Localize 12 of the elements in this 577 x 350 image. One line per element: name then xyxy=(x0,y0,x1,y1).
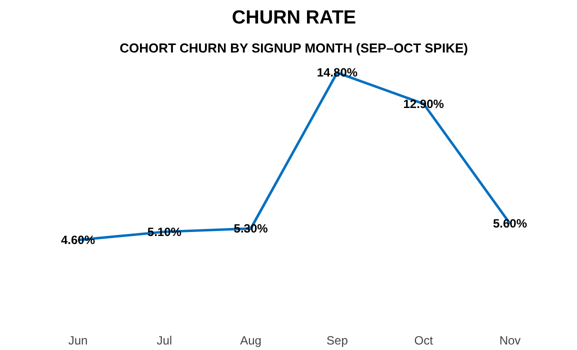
x-tick-label: Oct xyxy=(414,334,434,348)
data-label: 4.60% xyxy=(61,233,96,248)
x-tick-label: Sep xyxy=(326,334,348,348)
x-tick-label: Aug xyxy=(240,334,262,348)
chart-title: CHURN RATE xyxy=(232,8,356,28)
x-tick-label: Jul xyxy=(156,334,172,348)
data-label: 14.80% xyxy=(316,66,358,80)
x-tick-label: Nov xyxy=(499,334,521,348)
x-tick-label: Jun xyxy=(68,334,88,348)
chart-subtitle: COHORT CHURN BY SIGNUP MONTH (SEP–OCT SPIKE) xyxy=(120,40,468,56)
data-label: 5.60% xyxy=(492,216,528,231)
data-label: 5.30% xyxy=(234,222,268,236)
